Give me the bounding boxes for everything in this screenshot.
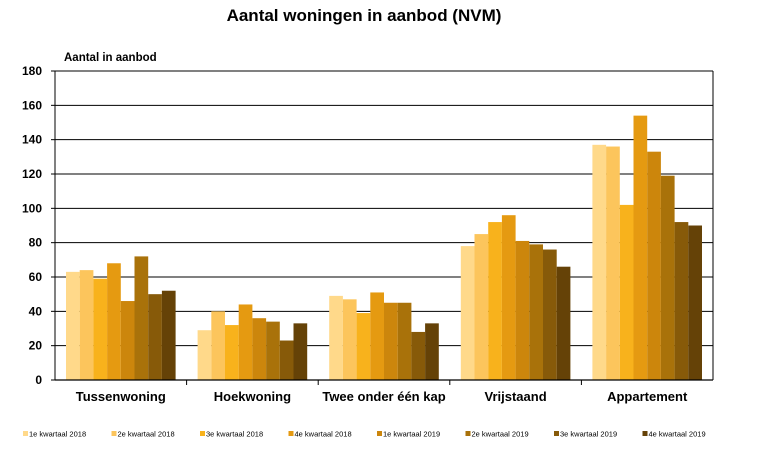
bar xyxy=(674,222,689,380)
category-labels: Tussenwoning Hoekwoning Twee onder één kap… xyxy=(76,389,688,404)
bar xyxy=(342,299,357,380)
y-axis-label: Aantal in aanbod xyxy=(64,52,157,64)
bar xyxy=(120,301,135,380)
legend-label: 4e kwartaal 2018 xyxy=(295,430,352,439)
bar xyxy=(501,215,516,380)
axes xyxy=(54,70,714,385)
x-tick-label: Tussenwoning xyxy=(76,389,166,404)
legend-swatch xyxy=(23,431,28,436)
legend-swatch xyxy=(377,431,382,436)
bar xyxy=(660,175,675,380)
bar xyxy=(384,302,398,380)
y-tick-label: 100 xyxy=(22,201,42,215)
y-tick-label: 20 xyxy=(29,339,43,353)
bar xyxy=(134,256,149,380)
x-tick-label: Twee onder één kap xyxy=(322,389,445,404)
bar xyxy=(238,304,253,380)
bar xyxy=(556,266,571,380)
bar xyxy=(592,144,607,380)
bar xyxy=(633,115,648,380)
y-tick-labels: 0 20 40 60 80 100 120 140 160 180 xyxy=(22,64,55,387)
bar xyxy=(356,313,371,380)
y-tick-label: 80 xyxy=(29,236,43,250)
legend: 1e kwartaal 2018 2e kwartaal 2018 3e kwart… xyxy=(23,430,706,439)
bar xyxy=(329,295,343,380)
bar xyxy=(606,146,620,380)
legend-label: 1e kwartaal 2019 xyxy=(383,430,440,439)
bar xyxy=(79,270,94,380)
legend-swatch xyxy=(200,431,205,436)
bar xyxy=(688,225,702,380)
bar xyxy=(197,330,212,380)
legend-swatch xyxy=(642,431,648,436)
legend-label: 3e kwartaal 2018 xyxy=(206,430,263,439)
bar xyxy=(370,292,384,380)
y-tick-label: 120 xyxy=(22,167,42,181)
y-tick-label: 0 xyxy=(35,373,42,387)
x-tick-label: Vrijstaand xyxy=(485,389,547,404)
x-tick-label: Hoekwoning xyxy=(214,389,291,404)
bar xyxy=(397,302,412,380)
bar xyxy=(543,249,557,380)
legend-swatch xyxy=(554,431,559,436)
bar xyxy=(619,204,634,380)
legend-label: 4e kwartaal 2019 xyxy=(649,430,706,439)
bar xyxy=(148,294,162,380)
bar xyxy=(161,290,176,380)
y-tick-label: 40 xyxy=(29,304,43,318)
y-tick-label: 160 xyxy=(22,98,42,112)
legend-label: 3e kwartaal 2019 xyxy=(560,430,617,439)
bar xyxy=(488,222,502,380)
bar xyxy=(425,323,439,380)
legend-swatch xyxy=(288,431,294,436)
bar xyxy=(515,240,530,380)
bar xyxy=(647,151,661,380)
legend-label: 2e kwartaal 2019 xyxy=(472,430,529,439)
bar xyxy=(225,325,239,380)
legend-label: 2e kwartaal 2018 xyxy=(118,430,175,439)
y-tick-label: 140 xyxy=(22,133,42,147)
bar xyxy=(474,234,489,380)
bar xyxy=(266,321,280,380)
bar xyxy=(293,323,308,380)
bar xyxy=(529,244,543,380)
bar xyxy=(411,331,426,380)
x-tick-label: Appartement xyxy=(607,389,688,404)
bar xyxy=(66,271,80,380)
bar xyxy=(279,340,294,380)
y-tick-label: 180 xyxy=(22,64,42,78)
bar xyxy=(107,263,121,380)
bar xyxy=(93,278,108,380)
legend-swatch xyxy=(111,431,117,436)
y-tick-label: 60 xyxy=(29,270,43,284)
legend-swatch xyxy=(465,431,471,436)
bar xyxy=(252,318,267,380)
bars xyxy=(66,115,702,380)
bar xyxy=(460,246,475,380)
chart-title: Aantal woningen in aanbod (NVM) xyxy=(227,6,502,25)
legend-label: 1e kwartaal 2018 xyxy=(29,430,86,439)
bar xyxy=(211,311,225,380)
